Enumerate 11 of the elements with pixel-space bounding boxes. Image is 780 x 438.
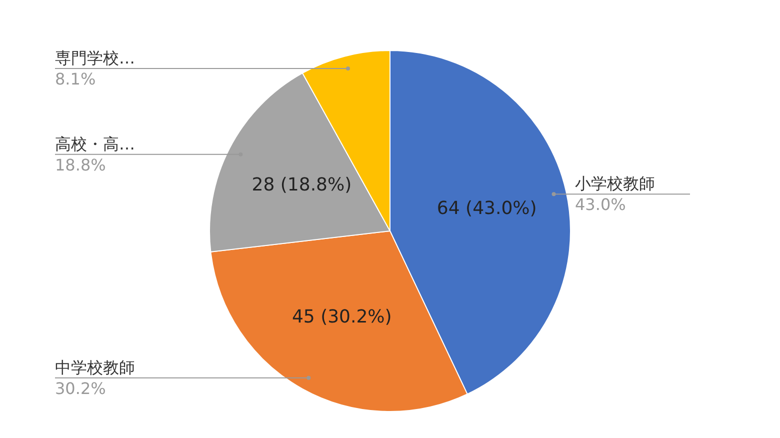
text: 8.1% (55, 69, 96, 88)
slice-label: 中学校教師 (55, 358, 135, 377)
slice-label: 高校・高… (55, 134, 135, 154)
data-label: 45 (30.2%) (292, 306, 392, 328)
slice-label: 専門学校… (55, 48, 135, 68)
text: 43.0% (575, 195, 626, 214)
data-label: 28 (18.8%) (252, 174, 352, 196)
text: 30.2% (55, 378, 106, 398)
text: 18.8% (55, 155, 106, 174)
data-label: 64 (43.0%) (436, 198, 537, 219)
slice-label: 小学校教師 (575, 174, 655, 194)
